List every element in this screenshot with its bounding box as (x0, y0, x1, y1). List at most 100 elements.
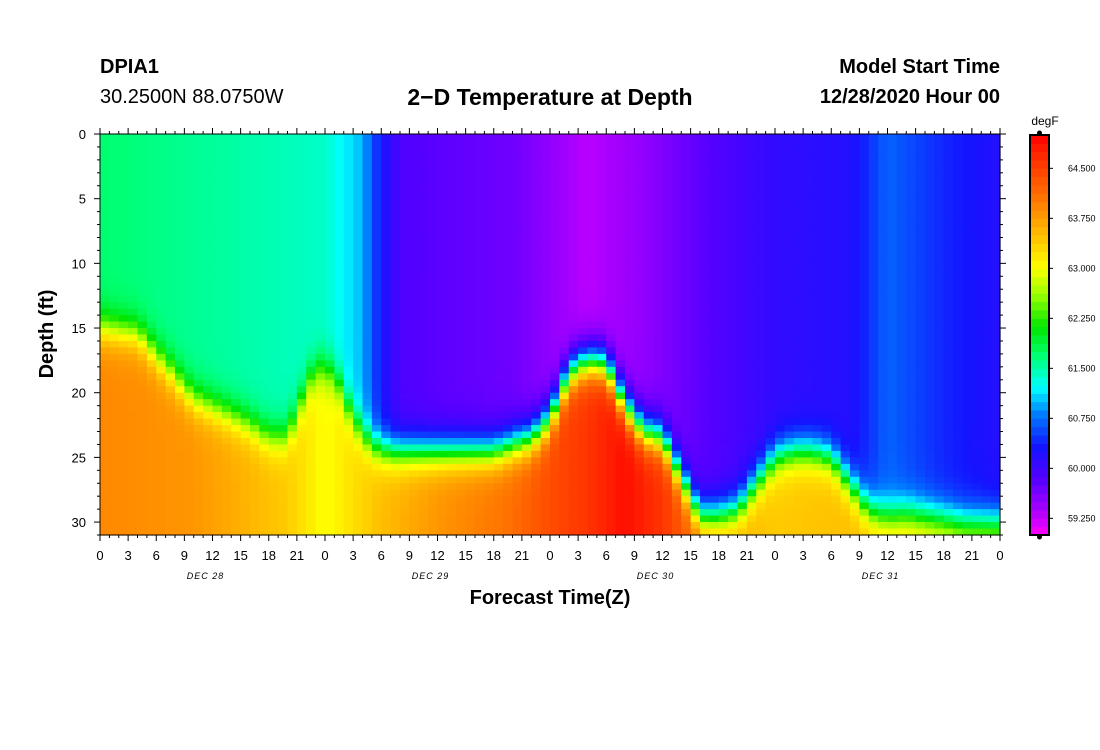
heatmap-cell (146, 211, 157, 219)
heatmap-cell (681, 205, 692, 213)
heatmap-cell (587, 360, 598, 368)
heatmap-cell (231, 444, 242, 452)
heatmap-cell (756, 360, 767, 368)
heatmap-cell (465, 295, 476, 303)
heatmap-cell (643, 146, 654, 155)
heatmap-cell (559, 289, 570, 297)
heatmap-cell (540, 218, 551, 226)
heatmap-cell (109, 134, 120, 142)
heatmap-cell (315, 172, 326, 180)
heatmap-cell (240, 302, 251, 310)
heatmap-cell (756, 134, 767, 142)
heatmap-cell (493, 289, 504, 297)
heatmap-cell (446, 515, 457, 523)
heatmap-cell (296, 205, 307, 213)
heatmap-cell (784, 405, 795, 413)
heatmap-cell (850, 321, 860, 329)
heatmap-cell (550, 399, 560, 407)
heatmap-cell (728, 166, 739, 174)
heatmap-cell (709, 269, 720, 277)
heatmap-cell (465, 276, 476, 284)
heatmap-cell (484, 243, 495, 252)
heatmap-cell (709, 425, 720, 433)
heatmap-cell (793, 431, 804, 439)
heatmap-cell (662, 450, 673, 458)
heatmap-cell (587, 282, 598, 290)
heatmap-cell (315, 353, 326, 361)
heatmap-cell (531, 231, 542, 239)
heatmap-cell (484, 425, 495, 433)
heatmap-cell (437, 418, 448, 426)
heatmap-cell (709, 502, 720, 510)
heatmap-cell (559, 224, 570, 232)
heatmap-cell (371, 328, 382, 336)
heatmap-cell (296, 276, 307, 284)
heatmap-cell (193, 463, 204, 471)
heatmap-cell (596, 502, 607, 510)
heatmap-cell (259, 347, 270, 355)
heatmap-cell (596, 489, 607, 497)
heatmap-cell (746, 211, 757, 219)
heatmap-cell (634, 289, 645, 297)
heatmap-cell (456, 250, 467, 258)
heatmap-cell (709, 489, 720, 497)
heatmap-cell (371, 431, 382, 439)
heatmap-cell (662, 269, 673, 277)
heatmap-cell (643, 360, 654, 368)
heatmap-cell (709, 276, 720, 284)
heatmap-cell (587, 224, 598, 232)
heatmap-cell (250, 289, 260, 297)
heatmap-cell (390, 392, 401, 400)
heatmap-cell (259, 146, 270, 155)
heatmap-cell (540, 282, 551, 290)
heatmap-cell (371, 256, 382, 264)
heatmap-cell (221, 269, 232, 277)
heatmap-cell (606, 450, 617, 458)
heatmap-cell (428, 231, 439, 239)
heatmap-cell (128, 328, 139, 336)
heatmap-cell (718, 321, 729, 329)
heatmap-cell (737, 134, 748, 142)
heatmap-cell (578, 153, 589, 161)
heatmap-cell (175, 328, 185, 336)
heatmap-cell (568, 509, 579, 517)
heatmap-cell (118, 140, 129, 148)
heatmap-cell (578, 483, 589, 491)
heatmap-cell (381, 243, 392, 252)
heatmap-cell (578, 444, 589, 452)
heatmap-cell (550, 166, 560, 174)
heatmap-cell (371, 179, 382, 187)
heatmap-cell (718, 457, 729, 465)
heatmap-cell (193, 172, 204, 180)
heatmap-cell (446, 308, 457, 316)
heatmap-cell (803, 159, 814, 167)
heatmap-cell (784, 373, 795, 381)
heatmap-cell (287, 392, 298, 400)
heatmap-cell (437, 205, 448, 213)
heatmap-cell (484, 179, 495, 187)
heatmap-cell (681, 243, 692, 252)
heatmap-cell (109, 263, 120, 271)
heatmap-cell (390, 360, 401, 368)
heatmap-cell (568, 282, 579, 290)
heatmap-cell (503, 328, 514, 336)
heatmap-cell (803, 418, 814, 426)
heatmap-cell (765, 218, 776, 226)
heatmap-cell (100, 399, 110, 407)
heatmap-cell (250, 373, 260, 381)
heatmap-cell (325, 243, 335, 252)
heatmap-cell (231, 509, 242, 517)
heatmap-cell (840, 412, 851, 420)
heatmap-cell (437, 509, 448, 517)
heatmap-cell (278, 185, 289, 193)
heatmap-cell (437, 366, 448, 374)
heatmap-cell (400, 360, 410, 368)
heatmap-cell (765, 146, 776, 155)
heatmap-cell (596, 308, 607, 316)
heatmap-cell (109, 489, 120, 497)
heatmap-cell (325, 166, 335, 174)
heatmap-cell (390, 340, 401, 349)
heatmap-cell (812, 528, 823, 536)
heatmap-cell (100, 392, 110, 400)
heatmap-cell (250, 263, 260, 271)
